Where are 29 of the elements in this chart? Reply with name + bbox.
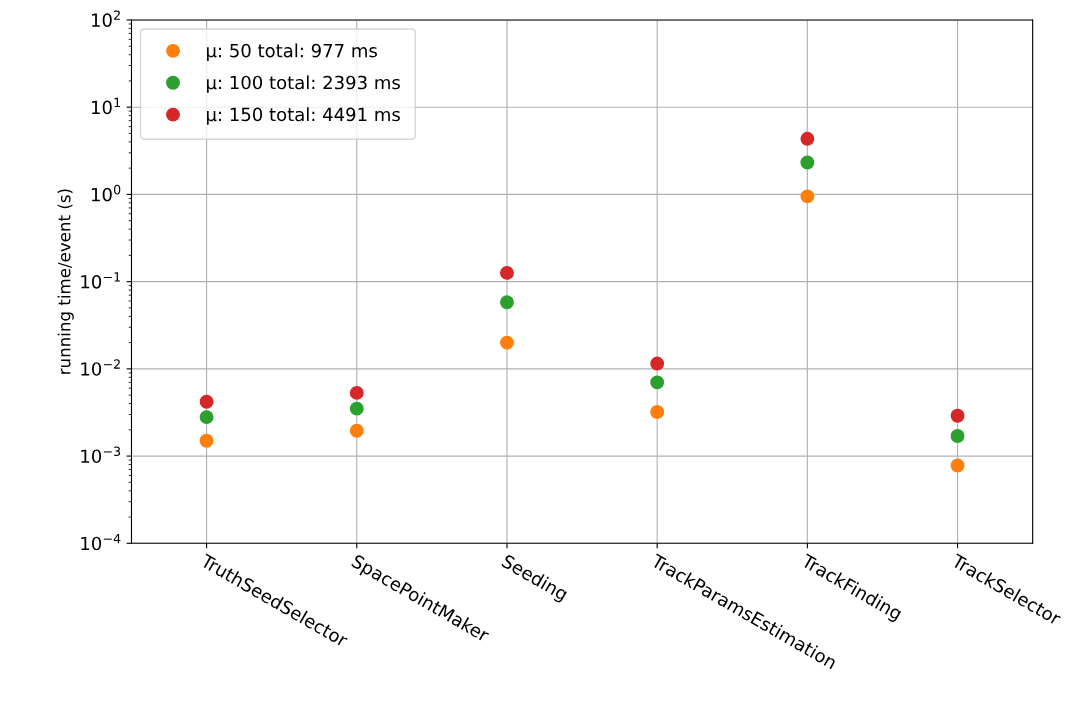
y-tick-label: 10$^{−4}$ (81, 533, 121, 551)
point (800, 131, 815, 146)
y-axis-title: running time/event (s) (57, 189, 74, 374)
y-tick-label: 10$^{2}$ (91, 10, 120, 27)
point (199, 394, 214, 409)
point (199, 410, 214, 425)
point (650, 375, 665, 390)
point (349, 423, 364, 438)
legend-label: μ: 100 total: 2393 ms (207, 75, 400, 93)
y-tick-label: 10$^{1}$ (91, 97, 121, 115)
point (650, 405, 665, 419)
point (349, 401, 364, 416)
point (950, 429, 965, 443)
point (950, 458, 965, 473)
point (800, 155, 815, 170)
y-tick-label: 10$^{−3}$ (81, 446, 121, 464)
point (500, 265, 514, 280)
legend-label: μ: 50 total: 977 ms (207, 43, 377, 61)
point (500, 295, 514, 310)
y-tick-label: 10$^{0}$ (91, 184, 121, 202)
point (349, 385, 364, 400)
point (199, 433, 214, 448)
point (950, 408, 965, 423)
point (650, 356, 665, 371)
point (500, 335, 514, 350)
y-tick-label: 10$^{−1}$ (81, 272, 120, 289)
y-tick-label: 10$^{−2}$ (81, 359, 120, 376)
legend-label: μ: 150 total: 4491 ms (207, 107, 400, 125)
point (800, 189, 815, 204)
